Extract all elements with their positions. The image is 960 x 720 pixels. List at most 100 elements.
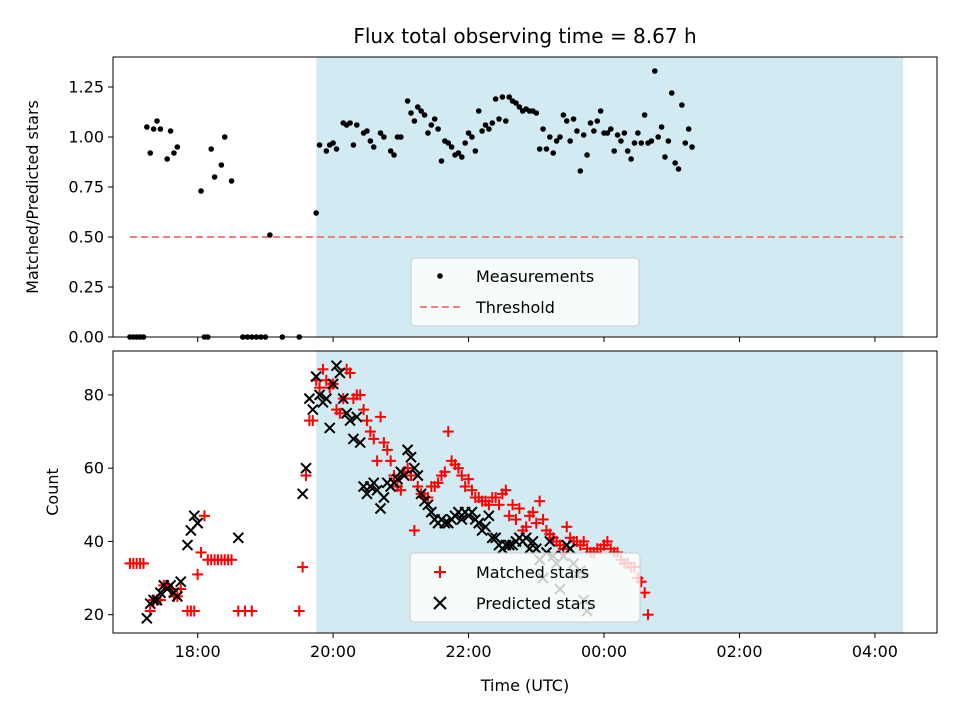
measurement-point [574, 128, 580, 134]
matched-star-point [466, 484, 478, 496]
measurement-point [607, 126, 614, 132]
matched-star-point [371, 455, 383, 467]
matched-star-point [364, 426, 376, 438]
measurement-point [367, 138, 374, 144]
predicted-star-point [391, 473, 404, 485]
predicted-star-point [330, 359, 343, 372]
measurement-point [462, 140, 468, 146]
legend-predicted-label: Predicted stars [476, 594, 596, 613]
measurement-point [533, 110, 540, 116]
measurement-point [628, 156, 634, 162]
top-y-tick-label: 0.25 [68, 278, 104, 297]
legend-measurements-label: Measurements [476, 267, 594, 286]
predicted-star-point [473, 517, 485, 529]
matched-star-point [459, 481, 471, 493]
predicted-star-point [320, 392, 333, 405]
top-y-axis-label: Matched/Predicted stars [23, 100, 42, 294]
matched-star-point [307, 415, 319, 427]
measurement-point [553, 138, 560, 144]
measurement-point [455, 150, 462, 156]
measurement-point [387, 148, 394, 154]
matched-star-point [534, 495, 546, 507]
top-axes-frame [112, 56, 938, 338]
measurement-point [469, 134, 475, 140]
top-y-tick-label: 0.00 [68, 328, 104, 347]
predicted-star-point [530, 543, 542, 555]
measurement-point [665, 138, 672, 144]
matched-star-point [432, 477, 444, 489]
measurement-point [618, 138, 624, 144]
predicted-star-point [425, 506, 438, 518]
measurement-point [631, 140, 638, 146]
matched-star-point [246, 605, 258, 617]
measurement-point [672, 160, 678, 166]
measurement-point [472, 148, 479, 154]
top-y-tick-label: 0.75 [68, 178, 104, 197]
predicted-star-point [175, 576, 187, 588]
measurement-point [391, 152, 397, 158]
bottom-y-axis-label: Count [43, 468, 62, 516]
measurement-point [398, 134, 404, 140]
matched-star-point [354, 389, 366, 401]
measurement-point [411, 118, 418, 124]
predicted-star-point [483, 510, 495, 522]
predicted-star-point [232, 532, 245, 544]
matched-star-point [198, 510, 210, 522]
x-axis-label: Time (UTC) [480, 676, 569, 695]
measurement-point [157, 126, 164, 132]
measurement-point [550, 150, 557, 156]
matched-star-point [368, 433, 380, 445]
x-tick-label: 20:00 [310, 642, 356, 661]
measurement-point [164, 156, 170, 162]
bottom-y-tick-label: 20 [84, 605, 104, 624]
matched-star-point [317, 363, 329, 375]
measurement-point [547, 134, 553, 140]
matched-star-point [520, 521, 532, 533]
predicted-star-point [337, 392, 349, 405]
bottom-legend: Matched stars Predicted stars [409, 552, 641, 623]
measurement-point [624, 148, 631, 154]
matched-star-point [530, 517, 542, 529]
x-tick-label: 00:00 [581, 642, 627, 661]
measurement-point [499, 94, 506, 100]
measurement-point [638, 140, 645, 146]
matched-star-point [358, 404, 370, 416]
matched-star-point [300, 470, 312, 482]
matched-star-point [293, 605, 305, 617]
predicted-star-point [401, 444, 414, 456]
predicted-star-point [344, 414, 356, 427]
measurement-point [516, 104, 523, 110]
predicted-star-point [296, 488, 309, 500]
matched-star-point [452, 462, 464, 474]
matched-star-point [381, 444, 393, 456]
legend-matched-marker [434, 566, 446, 578]
measurement-point [445, 140, 452, 146]
matched-star-point [601, 535, 613, 547]
chart-title: Flux total observing time = 8.67 h [353, 24, 696, 48]
top-legend: Measurements Threshold [410, 257, 640, 327]
predicted-star-point [439, 517, 451, 529]
measurement-point [228, 178, 235, 184]
measurement-point [428, 122, 435, 128]
matched-star-point [510, 513, 522, 525]
measurement-point [198, 188, 204, 194]
measurement-point [171, 150, 177, 156]
measurement-point [543, 146, 550, 152]
matched-star-point [490, 491, 502, 503]
measurement-point [563, 118, 570, 124]
measurement-point [154, 118, 160, 124]
measurement-point [350, 142, 357, 148]
measurement-point [506, 94, 512, 100]
top-y-tick-label: 1.25 [68, 78, 104, 97]
measurement-point [435, 126, 441, 132]
predicted-star-point [310, 370, 322, 383]
measurement-point [211, 174, 218, 180]
x-tick-label: 18:00 [175, 642, 221, 661]
measurement-point [492, 96, 499, 102]
matched-star-point [493, 499, 505, 511]
predicted-star-point [327, 378, 339, 390]
top-y-tick-label: 1.00 [68, 128, 104, 147]
measurement-point [635, 130, 641, 136]
matched-star-point [561, 521, 573, 533]
measurement-point [503, 118, 509, 124]
